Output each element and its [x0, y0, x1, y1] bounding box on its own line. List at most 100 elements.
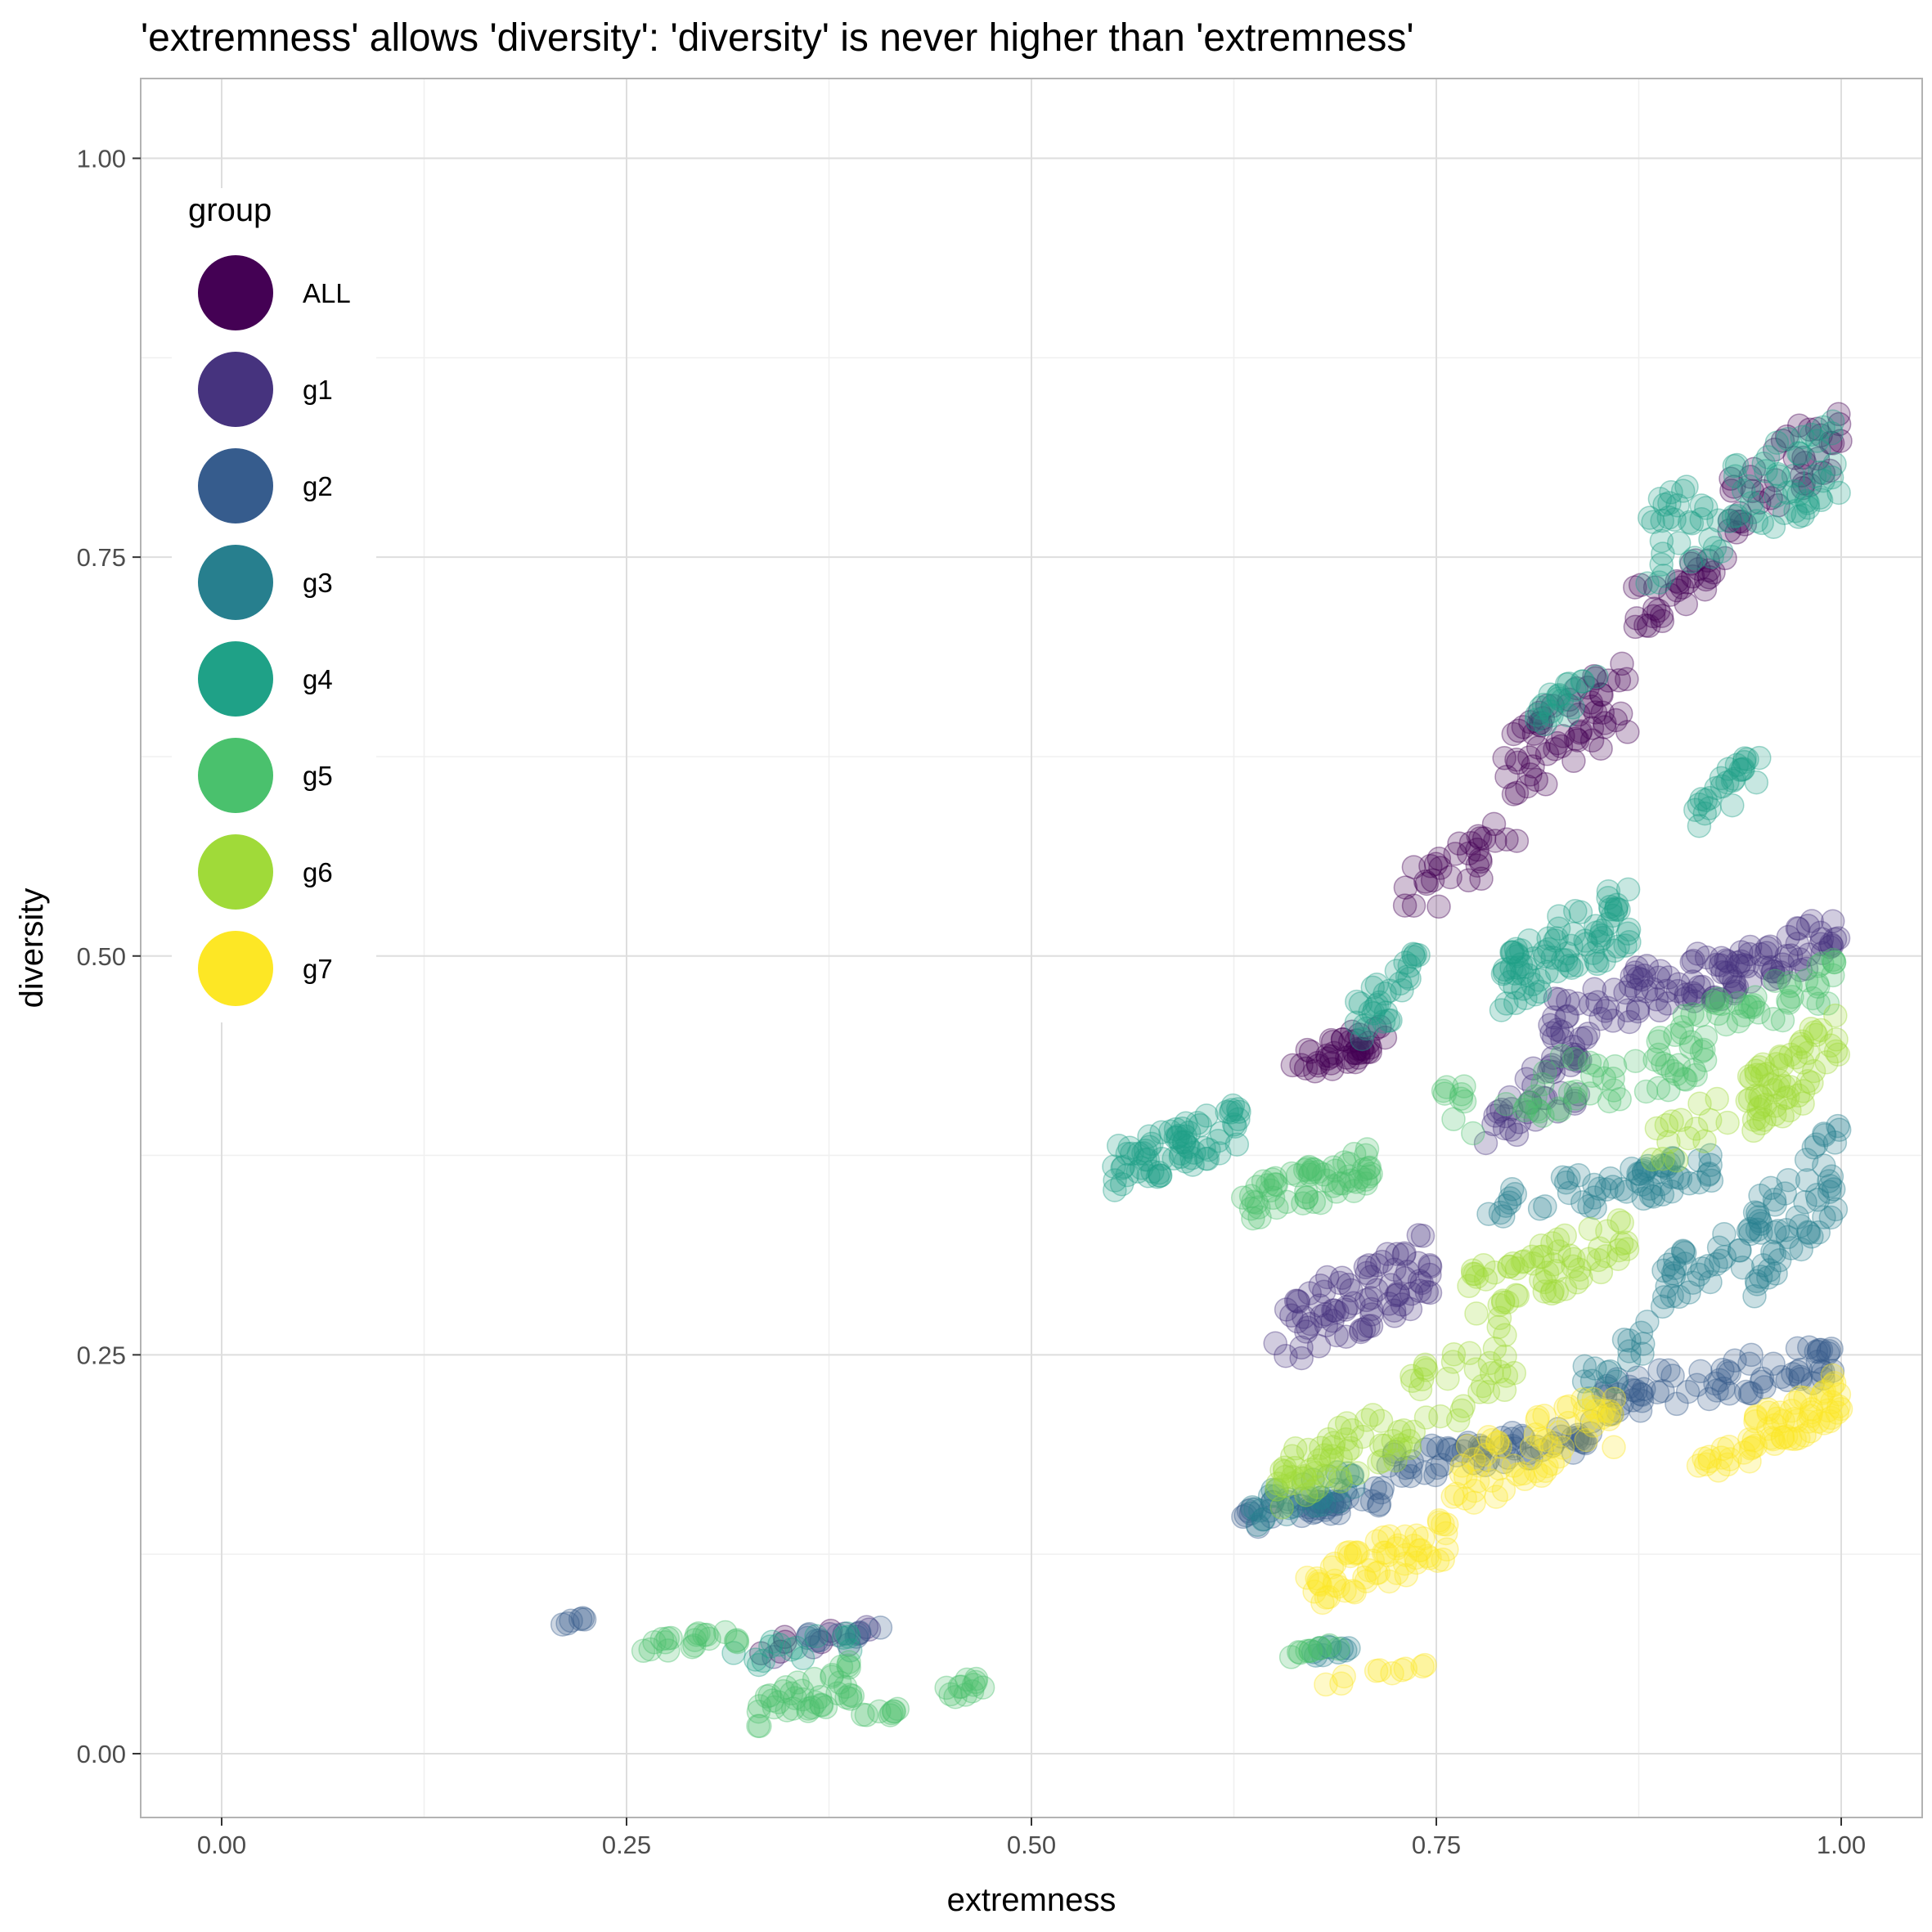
data-point-g4 [1562, 677, 1587, 703]
data-point-g6 [1321, 1435, 1346, 1459]
data-point-g4 [1573, 928, 1597, 953]
data-point-g4 [1378, 1008, 1403, 1033]
data-point-g7 [1307, 1571, 1332, 1596]
data-point-g4 [1596, 886, 1620, 910]
data-point-g4 [1683, 546, 1707, 570]
data-point-g5 [1701, 990, 1725, 1014]
data-point-g4 [1616, 917, 1642, 942]
data-point-g3 [1745, 1217, 1770, 1242]
data-point-g4 [1403, 942, 1427, 967]
data-point-g3 [1533, 1194, 1557, 1219]
data-point-all [1468, 849, 1493, 874]
data-point-g5 [1359, 1161, 1383, 1186]
data-point-g1 [1541, 1026, 1566, 1050]
data-point-g1 [1359, 1286, 1383, 1310]
data-point-g6 [1606, 1247, 1631, 1271]
data-point-g3 [1812, 1153, 1836, 1178]
data-point-g6 [1746, 1097, 1771, 1121]
data-point-g6 [1651, 1146, 1675, 1171]
data-point-all [1355, 1040, 1380, 1065]
data-point-g3 [1240, 1494, 1265, 1520]
data-point-g7 [1788, 1385, 1813, 1409]
data-point-g4 [1521, 946, 1546, 971]
data-point-g5 [1354, 1143, 1378, 1168]
data-point-g6 [1530, 1244, 1555, 1269]
data-point-g6 [1752, 1108, 1777, 1132]
data-point-g1 [1289, 1346, 1314, 1371]
data-point-g2 [1629, 1389, 1655, 1413]
data-point-g7 [1768, 1400, 1792, 1425]
data-point-all [1565, 728, 1590, 753]
data-point-g6 [1777, 1098, 1802, 1123]
data-point-g1 [1701, 986, 1726, 1011]
data-point-g3 [1583, 1195, 1607, 1220]
data-point-g4 [1492, 957, 1517, 982]
data-point-g6 [1741, 1118, 1766, 1143]
data-point-all [1683, 548, 1708, 573]
data-point-g4 [1516, 963, 1541, 988]
data-point-g3 [1696, 1161, 1722, 1186]
data-point-g7 [1407, 1538, 1432, 1563]
data-point-g2 [1436, 1436, 1460, 1461]
data-point-all [1347, 1022, 1372, 1047]
data-point-g7 [1431, 1548, 1455, 1572]
data-point-g1 [1796, 942, 1822, 967]
data-point-all [1588, 682, 1613, 707]
data-point-g3 [1325, 1460, 1350, 1485]
data-point-g4 [1539, 703, 1564, 728]
data-point-g5 [1247, 1205, 1272, 1230]
data-point-g6 [1741, 1108, 1767, 1132]
data-point-g5 [1354, 1171, 1378, 1196]
data-point-g3 [1789, 1237, 1813, 1262]
data-point-g4 [1597, 894, 1623, 919]
data-point-all [1358, 1040, 1382, 1064]
data-point-g6 [1823, 1039, 1849, 1064]
data-point-g6 [1462, 1261, 1487, 1287]
data-point-g1 [1788, 958, 1813, 982]
data-point-g3 [1749, 1211, 1773, 1237]
data-point-g2 [1739, 1342, 1764, 1368]
data-point-g4 [1490, 961, 1516, 986]
data-point-g6 [1735, 1089, 1760, 1113]
data-point-g3 [1680, 1270, 1705, 1295]
data-point-g7 [1338, 1543, 1363, 1569]
data-point-g5 [682, 1628, 708, 1652]
data-point-all [1456, 868, 1481, 893]
data-point-all [1443, 842, 1467, 866]
data-point-g7 [1692, 1446, 1716, 1471]
data-point-g5 [964, 1666, 989, 1692]
data-point-g1 [1539, 1021, 1564, 1045]
data-point-g7 [1715, 1452, 1740, 1477]
data-point-g1 [832, 1621, 857, 1646]
data-point-g4 [1179, 1146, 1204, 1170]
data-point-g4 [746, 1652, 771, 1678]
data-point-all [1427, 847, 1452, 871]
data-point-all [1826, 411, 1852, 437]
data-point-g3 [1748, 1265, 1773, 1289]
data-point-g6 [1445, 1408, 1471, 1433]
data-point-g6 [1387, 1436, 1412, 1462]
data-point-g3 [1806, 1220, 1831, 1245]
data-point-g1 [762, 1645, 786, 1669]
data-point-g2 [1369, 1480, 1394, 1505]
data-point-g1 [1349, 1318, 1373, 1342]
data-point-g2 [1476, 1448, 1500, 1472]
data-point-g4 [1489, 998, 1514, 1022]
data-point-g1 [854, 1615, 879, 1640]
data-point-g4 [1115, 1162, 1139, 1188]
data-point-g5 [1431, 1078, 1456, 1103]
data-point-g4 [1544, 959, 1570, 984]
data-point-g4 [1140, 1159, 1165, 1184]
data-point-all [809, 1629, 833, 1655]
data-point-g5 [1525, 1098, 1549, 1122]
data-point-g3 [1633, 1157, 1659, 1181]
data-point-all [1782, 446, 1807, 470]
data-point-g4 [1350, 1027, 1374, 1052]
data-point-g1 [1601, 1009, 1625, 1033]
data-point-g5 [799, 1695, 824, 1720]
data-point-g7 [1773, 1424, 1799, 1449]
data-point-g4 [1766, 464, 1791, 488]
data-point-g5 [1763, 968, 1788, 993]
data-point-g6 [1588, 1260, 1614, 1285]
data-point-g5 [1308, 1636, 1332, 1660]
